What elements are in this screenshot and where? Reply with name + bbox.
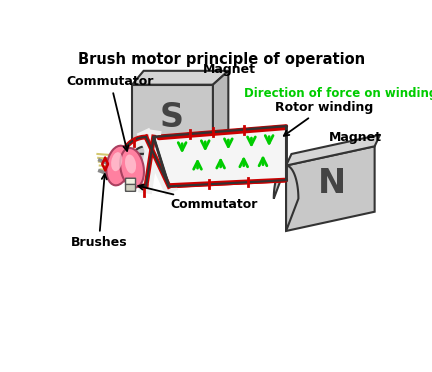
Ellipse shape [125,154,136,173]
Polygon shape [274,166,299,231]
Ellipse shape [120,148,144,187]
Text: Direction of force on winding: Direction of force on winding [244,87,432,100]
Text: Commutator: Commutator [138,185,258,211]
Polygon shape [131,154,213,168]
Text: Magnet: Magnet [203,63,256,76]
Polygon shape [213,71,229,154]
FancyBboxPatch shape [126,185,136,191]
Polygon shape [154,126,286,186]
Text: Brushes: Brushes [70,174,127,249]
Text: N: N [318,167,346,200]
Polygon shape [286,135,380,166]
Text: Magnet: Magnet [329,131,382,144]
Text: S: S [160,100,184,134]
Polygon shape [155,129,285,185]
Polygon shape [132,85,213,154]
Text: Commutator: Commutator [67,75,154,151]
Polygon shape [286,146,375,231]
Text: Brush motor principle of operation: Brush motor principle of operation [78,52,365,67]
Polygon shape [121,137,146,186]
Ellipse shape [106,146,130,185]
FancyBboxPatch shape [126,178,136,185]
Polygon shape [132,71,229,85]
Text: Rotor winding: Rotor winding [274,101,373,136]
Ellipse shape [111,152,122,171]
